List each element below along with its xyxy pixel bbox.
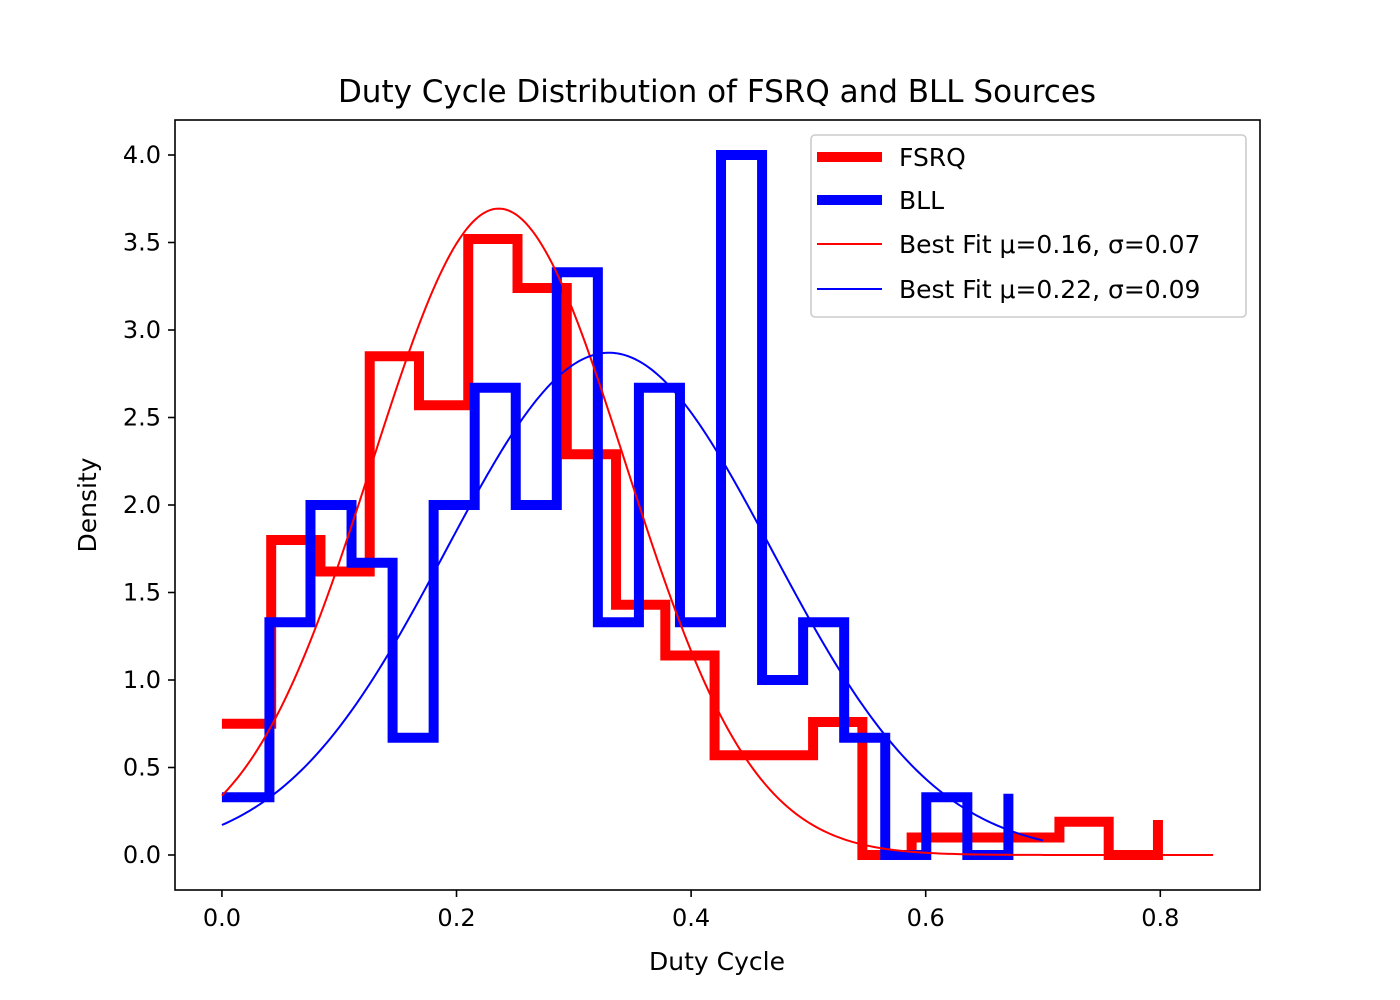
x-tick-label: 0.8 [1141,904,1179,932]
x-axis-label: Duty Cycle [649,947,785,976]
data-layer [221,150,1214,860]
x-axis: 0.0 0.2 0.4 0.6 0.8 [203,890,1179,932]
legend-label: Best Fit μ=0.16, σ=0.07 [899,230,1200,259]
y-tick-label: 2.0 [123,491,161,519]
bll-histogram [221,150,1014,860]
x-tick-label: 0.2 [437,904,475,932]
legend: FSRQ BLL Best Fit μ=0.16, σ=0.07 Best Fit μ… [810,134,1247,318]
y-tick-label: 1.5 [123,579,161,607]
y-tick-label: 3.5 [123,229,161,257]
bll-fit-curve [221,351,1044,842]
y-tick-label: 0.5 [123,754,161,782]
x-tick-label: 0.6 [907,904,945,932]
y-axis: 0.0 0.5 1.0 1.5 2.0 2.5 3.0 3.5 4.0 [123,141,175,869]
chart-title: Duty Cycle Distribution of FSRQ and BLL … [338,74,1096,110]
y-tick-label: 2.5 [123,404,161,432]
x-tick-label: 0.4 [672,904,710,932]
y-axis-label: Density [73,457,102,552]
y-tick-label: 0.0 [123,841,161,869]
x-tick-label: 0.0 [203,904,241,932]
fsrq-histogram [221,234,1163,860]
legend-entries: FSRQ BLL Best Fit μ=0.16, σ=0.07 Best Fit μ… [817,143,1200,304]
legend-label: Best Fit μ=0.22, σ=0.09 [899,275,1200,304]
legend-label: FSRQ [899,143,966,172]
legend-label: BLL [899,186,944,215]
y-tick-label: 3.0 [123,316,161,344]
fsrq-fit-curve [221,207,1214,856]
legend-box [810,134,1247,318]
y-tick-label: 1.0 [123,666,161,694]
y-tick-label: 4.0 [123,141,161,169]
